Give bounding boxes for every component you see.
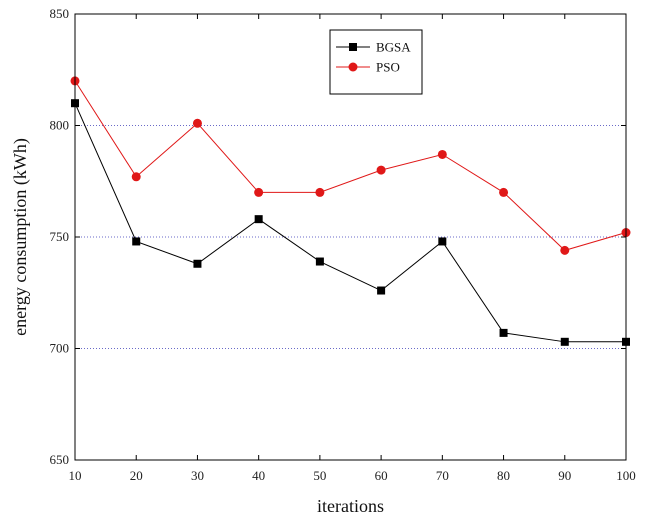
data-point-bgsa xyxy=(377,286,386,295)
legend-label-bgsa: BGSA xyxy=(376,40,411,55)
data-point-bgsa xyxy=(132,237,141,246)
series-line-bgsa xyxy=(74,102,626,343)
data-point-pso xyxy=(192,118,202,128)
x-tick-label: 100 xyxy=(616,468,636,483)
data-point-pso xyxy=(376,165,386,175)
data-point-pso xyxy=(254,187,264,197)
y-tick-label: 800 xyxy=(50,118,70,133)
legend: BGSA PSO xyxy=(329,29,423,95)
x-tick-label: 90 xyxy=(558,468,571,483)
series-layer xyxy=(70,76,631,346)
data-point-pso xyxy=(499,187,509,197)
data-point-pso xyxy=(437,149,447,159)
legend-marker-bgsa xyxy=(349,43,357,51)
data-point-pso xyxy=(315,187,325,197)
x-tick-label: 80 xyxy=(497,468,510,483)
y-axis-title: energy consumption (kWh) xyxy=(10,138,31,336)
y-tick-label: 650 xyxy=(50,452,70,467)
data-point-pso xyxy=(560,245,570,255)
data-point-bgsa xyxy=(560,337,569,346)
data-point-bgsa xyxy=(499,328,508,337)
series-line-pso xyxy=(74,80,627,251)
y-tick-label: 700 xyxy=(50,341,70,356)
data-point-bgsa xyxy=(193,259,202,268)
data-point-pso xyxy=(131,172,141,182)
legend-label-pso: PSO xyxy=(376,60,400,75)
x-tick-label: 10 xyxy=(69,468,82,483)
data-point-bgsa xyxy=(438,237,447,246)
x-tick-label: 20 xyxy=(130,468,143,483)
x-tick-label: 40 xyxy=(252,468,265,483)
gridlines xyxy=(75,125,626,349)
y-tick-label: 850 xyxy=(50,6,70,21)
data-point-bgsa xyxy=(315,257,324,266)
legend-box xyxy=(329,29,423,95)
y-tick-label: 750 xyxy=(50,229,70,244)
x-tick-label: 30 xyxy=(191,468,204,483)
x-tick-label: 60 xyxy=(375,468,388,483)
x-tick-label: 50 xyxy=(313,468,326,483)
axis-ticks: 10 20 30 40 50 60 70 80 90 100 650 700 750 800 850 xyxy=(50,6,636,483)
data-point-bgsa xyxy=(254,215,263,224)
x-axis-title: iterations xyxy=(317,496,384,516)
x-tick-label: 70 xyxy=(436,468,449,483)
legend-marker-pso xyxy=(348,62,358,72)
